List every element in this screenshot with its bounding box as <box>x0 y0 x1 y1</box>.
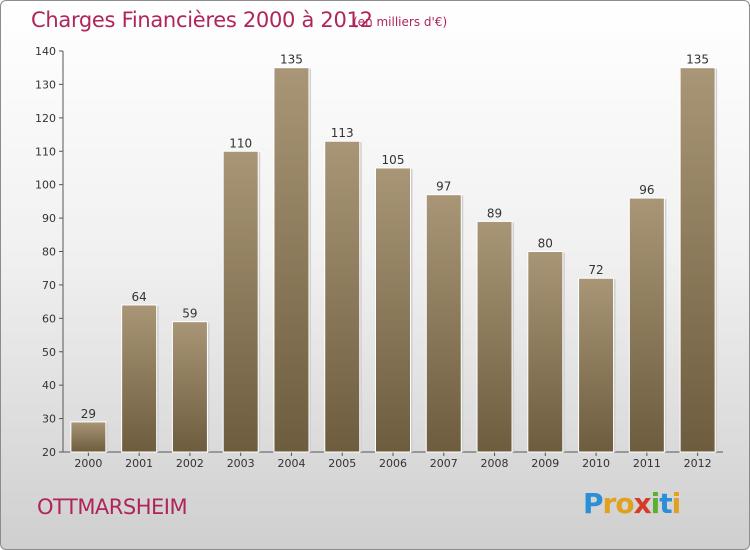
data-label: 64 <box>132 290 147 304</box>
data-label: 135 <box>280 53 303 67</box>
bar-2004 <box>273 67 310 453</box>
x-tick-label: 2006 <box>379 457 407 470</box>
bar-2001 <box>121 304 158 453</box>
data-label: 72 <box>588 263 603 277</box>
y-tick-label: 100 <box>35 179 56 192</box>
x-tick-label: 2007 <box>430 457 458 470</box>
proxiti-logo[interactable]: Proxiti <box>583 487 681 520</box>
bar-2000 <box>70 421 107 453</box>
bar-2006 <box>375 167 411 453</box>
bar-2005 <box>324 140 361 453</box>
labels: 2000 29 2001 64 2002 59 2003 110 2004 135 2005 113 2… <box>74 53 711 470</box>
y-tick-label: 20 <box>42 446 56 459</box>
data-label: 105 <box>382 153 405 167</box>
chart-title: Charges Financières 2000 à 2012 <box>31 8 373 32</box>
x-tick-label: 2000 <box>74 457 102 470</box>
data-label: 29 <box>81 407 96 421</box>
bar-2012 <box>679 67 716 453</box>
data-label: 59 <box>182 307 197 321</box>
y-tick-label: 110 <box>35 145 56 158</box>
bar-2002 <box>171 321 208 453</box>
bar-2003 <box>222 150 259 453</box>
x-tick-label: 2012 <box>684 457 712 470</box>
y-tick-label: 40 <box>42 379 56 392</box>
data-label: 97 <box>436 180 451 194</box>
chart-subtitle: (en milliers d'€) <box>353 15 448 29</box>
x-tick-label: 2003 <box>227 457 255 470</box>
bar-2008 <box>476 220 513 453</box>
data-label: 89 <box>487 206 502 220</box>
x-tick-label: 2001 <box>125 457 153 470</box>
y-tick-label: 130 <box>35 78 56 91</box>
x-tick-label: 2011 <box>633 457 661 470</box>
bars <box>70 67 718 453</box>
x-tick-label: 2005 <box>328 457 356 470</box>
y-tick-label: 120 <box>35 112 56 125</box>
data-label: 110 <box>229 136 252 150</box>
y-tick-label: 50 <box>42 346 56 359</box>
y-tick-label: 80 <box>42 246 56 259</box>
data-label: 113 <box>331 126 354 140</box>
y-tick-label: 140 <box>35 45 56 58</box>
data-label: 135 <box>686 53 709 67</box>
bar-2010 <box>578 277 615 453</box>
city-name: OTTMARSHEIM <box>37 495 188 519</box>
axes: 20 30 40 50 60 70 80 90 100 110 120 130 140 <box>35 45 723 459</box>
x-tick-label: 2009 <box>531 457 559 470</box>
x-tick-label: 2008 <box>481 457 509 470</box>
bar-2007 <box>425 194 462 453</box>
bar-2011 <box>628 197 665 453</box>
data-label: 80 <box>538 237 553 251</box>
x-tick-label: 2004 <box>277 457 305 470</box>
y-tick-label: 90 <box>42 212 56 225</box>
y-tick-label: 70 <box>42 279 56 292</box>
y-tick-label: 30 <box>42 413 56 426</box>
data-label: 96 <box>639 183 654 197</box>
x-tick-label: 2002 <box>176 457 204 470</box>
x-tick-label: 2010 <box>582 457 610 470</box>
bar-2009 <box>527 251 564 453</box>
y-tick-label: 60 <box>42 312 56 325</box>
